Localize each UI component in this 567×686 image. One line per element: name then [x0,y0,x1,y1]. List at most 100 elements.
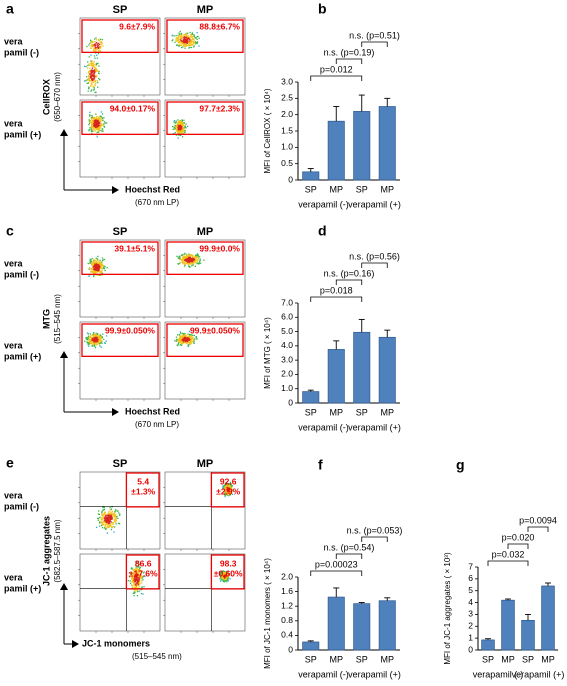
event-dot [133,591,135,593]
event-dot [181,342,183,344]
event-dot [228,485,231,487]
gate [166,241,244,275]
event-dot [101,269,103,272]
event-dot [98,124,100,126]
event-dot [88,56,90,58]
event-dot [92,333,94,335]
event-dot [186,339,188,342]
row-label: pamil (-) [4,47,39,57]
event-dot [192,256,194,258]
event-dot [193,260,195,262]
event-dot [184,258,186,260]
event-dot [187,338,189,340]
event-dot [98,335,101,337]
event-dot [91,65,93,68]
event-dot [117,522,120,524]
event-dot [89,336,91,339]
event-dot [135,577,137,579]
event-dot [95,128,97,130]
event-dot [109,517,111,519]
panel-label: g [456,457,465,473]
event-dot [91,62,93,64]
event-dot [188,330,191,333]
y-tick-label: 5 [468,585,473,595]
event-dot [93,122,95,125]
event-dot [177,125,179,127]
x-tick-label: SP [482,654,494,664]
event-dot [97,263,99,265]
event-dot [97,255,99,258]
event-dot [100,340,102,342]
event-dot [101,257,104,259]
event-dot [87,90,89,92]
event-dot [92,63,94,65]
event-dot [192,43,194,45]
event-dot [192,255,194,257]
event-dot [223,579,225,582]
event-dot [177,130,180,132]
event-dot [178,124,180,127]
event-dot [228,486,230,488]
event-dot [99,261,102,264]
event-dot [186,38,189,40]
event-dot [224,576,227,578]
event-dot [195,37,197,39]
event-dot [219,580,222,582]
x-tick-label: MP [381,184,395,194]
event-dot [176,255,178,257]
event-dot [184,45,186,48]
x-axis-unit: (515–545 nm) [132,652,182,661]
event-dot [92,272,95,274]
y-tick-label: 1 [468,632,473,642]
event-dot [104,122,106,124]
event-dot [93,337,95,339]
event-dot [177,344,179,347]
event-dot [178,130,180,133]
event-dot [97,120,99,122]
event-dot [98,127,101,129]
event-dot [189,334,191,336]
event-dot [226,493,228,496]
event-dot [191,33,194,35]
event-dot [92,71,94,74]
event-dot [226,487,228,489]
event-dot [192,337,194,339]
event-dot [182,258,184,260]
event-dot [101,523,103,525]
event-dot [222,578,224,580]
event-dot [189,341,191,343]
event-dot [139,575,141,577]
event-dot [97,39,100,41]
event-dot [98,265,101,267]
event-dot [95,125,97,128]
event-dot [101,524,103,527]
event-dot [178,123,180,125]
event-dot [135,567,138,569]
y-axis-label: MFI of MTG ( × 10⁴) [263,317,272,389]
row-label: vera [4,572,24,582]
event-dot [225,578,227,580]
event-dot [84,340,86,342]
event-dot [140,592,143,595]
event-dot [226,581,228,583]
event-dot [89,333,91,335]
event-dot [94,121,96,124]
event-dot [87,344,89,346]
event-dot [98,43,101,46]
event-dot [87,79,89,81]
event-dot [138,574,141,576]
event-dot [185,341,187,343]
plot-frame [79,471,161,550]
event-dot [96,269,98,271]
y-tick-label: 3.0 [281,76,293,86]
event-dot [108,516,110,518]
event-dot [196,36,198,38]
y-tick-label: 0.4 [281,630,293,640]
event-dot [138,586,140,589]
event-dot [184,332,186,335]
event-dot [89,47,92,49]
event-dot [97,129,99,131]
event-dot [103,125,105,127]
event-dot [194,36,196,39]
